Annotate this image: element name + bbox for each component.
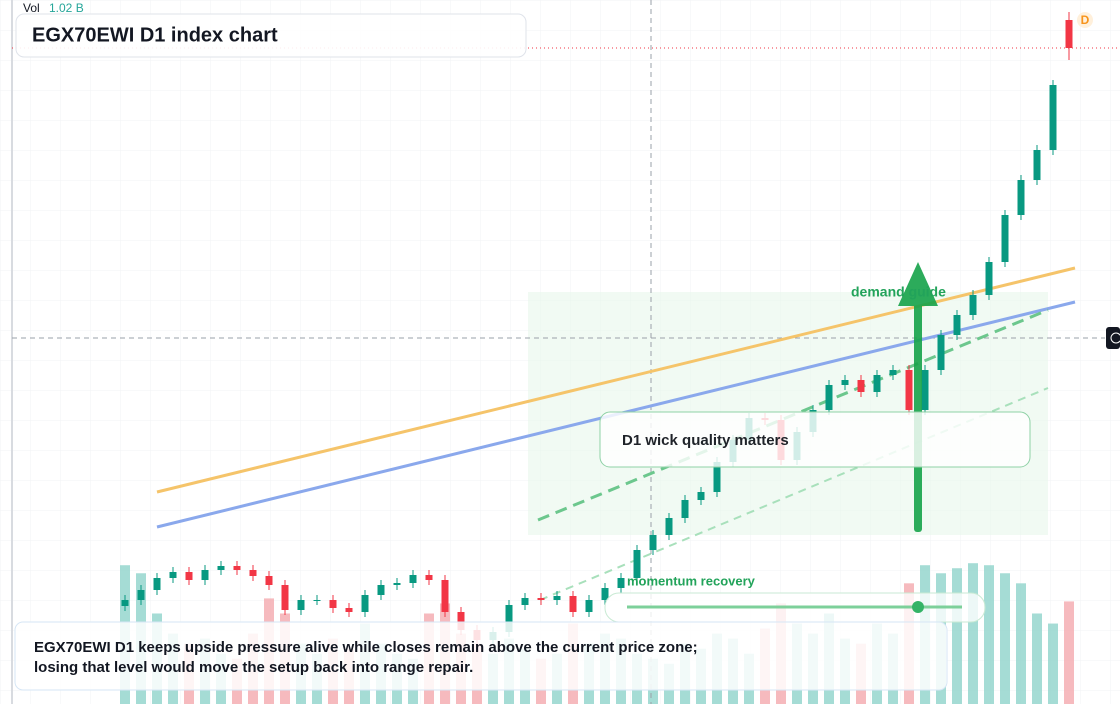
candle-body: [505, 605, 513, 632]
volume-readout: 1.02 B: [49, 1, 84, 15]
candle-body: [137, 590, 145, 600]
candle-body: [1001, 215, 1009, 262]
candle-body: [1065, 20, 1073, 48]
volume-label: Vol: [23, 1, 40, 15]
candle-body: [345, 608, 353, 612]
annotation: momentum recovery: [627, 573, 756, 588]
crosshair-icon: [1110, 332, 1120, 344]
candle-body: [1033, 150, 1041, 180]
volume-bar: [952, 568, 962, 704]
annotation: demand guide: [851, 284, 946, 300]
note-box: [599, 411, 1031, 468]
candle-body: [441, 580, 449, 612]
candle-body: [649, 535, 657, 550]
volume-bar: [1000, 573, 1010, 704]
candle-body: [825, 385, 833, 410]
summary-line: losing that level would move the setup b…: [34, 659, 473, 676]
candle-body: [857, 380, 865, 392]
candle-body: [409, 575, 417, 583]
candle-body: [889, 370, 897, 375]
candle-body: [633, 550, 641, 578]
candle-body: [713, 462, 721, 492]
candle-body: [537, 598, 545, 600]
candle-body: [681, 500, 689, 518]
candle-body: [921, 370, 929, 410]
title-box: [15, 13, 527, 58]
candle-body: [601, 588, 609, 600]
candle-body: [201, 570, 209, 580]
candle-body: [1049, 85, 1057, 150]
candle-body: [905, 370, 913, 410]
candle-body: [153, 578, 161, 590]
candle-body: [665, 518, 673, 535]
candle-body: [697, 492, 705, 500]
candle-body: [969, 295, 977, 315]
candle-body: [585, 600, 593, 612]
candle-body: [569, 596, 577, 612]
chart-title: EGX70EWI D1 index chart: [32, 24, 278, 46]
candle-body: [1017, 180, 1025, 215]
volume-bar: [968, 563, 978, 704]
candle-body: [281, 585, 289, 610]
candle-body: [521, 598, 529, 605]
volume-bar: [984, 565, 994, 704]
candle-body: [841, 380, 849, 385]
candle-body: [937, 335, 945, 370]
candle-body: [249, 570, 257, 576]
candle-body: [457, 612, 465, 630]
candle-body: [873, 375, 881, 392]
summary-box: [14, 621, 948, 691]
candle-body: [313, 600, 321, 601]
slider-knob: [912, 601, 924, 613]
candle-body: [361, 595, 369, 612]
candle-body: [329, 600, 337, 608]
volume-bar: [1016, 583, 1026, 704]
candle-body: [617, 578, 625, 588]
crosshair-button[interactable]: [1106, 327, 1120, 349]
volume-bar: [1032, 613, 1042, 704]
trend-line: [539, 387, 1049, 601]
volume-bar: [1048, 623, 1058, 704]
volume-bar: [1064, 601, 1074, 704]
candle-body: [377, 585, 385, 595]
badge: [1077, 12, 1093, 28]
candle-body: [217, 566, 225, 570]
candle-body: [169, 572, 177, 578]
badge-text: D: [1081, 13, 1090, 27]
arrow-head: [898, 262, 938, 306]
summary-line: EGX70EWI D1 keeps upside pressure alive …: [34, 639, 698, 656]
candle-body: [953, 315, 961, 335]
candle-body: [265, 576, 273, 585]
candle-body: [985, 262, 993, 295]
candle-body: [121, 600, 129, 606]
candle-body: [553, 596, 561, 600]
candle-body: [185, 572, 193, 580]
candle-body: [393, 583, 401, 585]
annotation: D1 wick quality matters: [622, 432, 789, 449]
candle-body: [233, 566, 241, 570]
candle-body: [425, 575, 433, 580]
candle-body: [297, 600, 305, 610]
